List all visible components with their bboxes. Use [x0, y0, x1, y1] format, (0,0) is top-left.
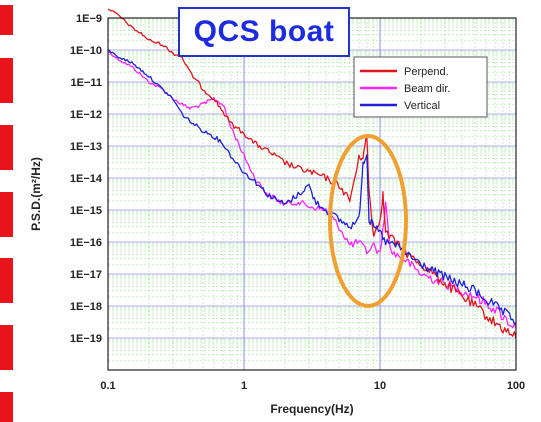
y-tick-label: 1E−12 — [70, 109, 102, 121]
x-axis-label: Frequency(Hz) — [270, 402, 353, 416]
chart-title: QCS boat — [193, 15, 335, 48]
x-tick-label: 10 — [374, 380, 386, 392]
legend-label: Perpend. — [404, 66, 449, 78]
title-box: QCS boat — [178, 7, 350, 57]
x-tick-label: 100 — [507, 380, 525, 392]
legend-label: Beam dir. — [404, 83, 450, 95]
y-tick-label: 1E−11 — [70, 77, 102, 89]
legend-label: Vertical — [404, 100, 440, 112]
y-tick-label: 1E−13 — [70, 141, 102, 153]
legend: Perpend. Beam dir. Vertical — [353, 56, 488, 118]
x-tick-label: 1 — [241, 380, 247, 392]
side-bar-mark — [0, 258, 13, 303]
y-tick-label: 1E−10 — [70, 45, 102, 57]
side-bar-mark — [0, 392, 13, 422]
series-line-beam-dir — [107, 51, 517, 329]
y-tick-label: 1E−18 — [70, 301, 102, 313]
y-axis-label: P.S.D.(m²/Hz) — [29, 157, 43, 231]
side-bar-mark — [0, 125, 13, 170]
y-tick-label: 1E−15 — [70, 205, 102, 217]
x-tick-label: 0.1 — [100, 380, 115, 392]
y-tick-label: 1E−19 — [70, 333, 102, 345]
side-bar-mark — [0, 192, 13, 237]
y-tick-label: 1E−14 — [70, 173, 103, 185]
y-tick-label: 1E−17 — [70, 269, 102, 281]
side-bar-mark — [0, 325, 13, 370]
highlight-ellipse — [328, 134, 408, 308]
side-bar-mark — [0, 58, 13, 103]
series-line-vertical — [107, 49, 517, 325]
y-tick-label: 1E−9 — [76, 13, 102, 25]
tick-labels: 0.1 1 10 100 1E−9 1E−10 1E−11 1E−12 1E−13 1E−14 1E… — [70, 13, 525, 392]
side-bar-mark — [0, 5, 13, 35]
y-tick-label: 1E−16 — [70, 237, 102, 249]
